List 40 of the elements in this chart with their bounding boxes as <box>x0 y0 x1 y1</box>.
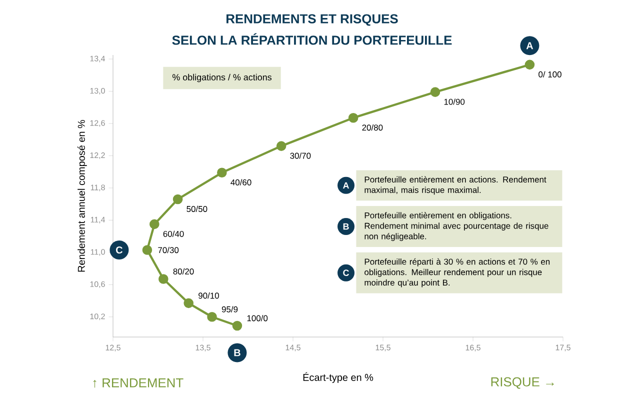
annotation: 95/9 <box>222 306 238 312</box>
annotation: Portefeuille entièrement en actions. Rendement maximal, mais risque maximal. <box>364 176 546 195</box>
point <box>172 194 183 204</box>
text: A <box>342 182 349 189</box>
annotation: 40/60 <box>230 179 252 186</box>
annotation: 10/90 <box>444 98 465 105</box>
point <box>348 112 358 123</box>
text: ↑ RENDEMENT <box>93 378 184 388</box>
point <box>207 312 217 322</box>
point <box>158 274 168 284</box>
point <box>217 168 227 178</box>
point <box>276 141 286 151</box>
annotation: 60/40 <box>163 230 184 237</box>
point <box>150 219 160 230</box>
chart-title: RENDEMENTS ET RISQUES <box>226 14 398 26</box>
point <box>142 245 152 255</box>
y-axis-title: Rendement annuel composé en % <box>77 120 87 272</box>
x-axis-title: Écart-type en % <box>303 372 374 383</box>
annotation: C <box>116 246 123 254</box>
annotation: 100/0 <box>247 314 268 322</box>
point <box>430 87 440 97</box>
text: RISQUE → <box>491 377 554 389</box>
chart-subtitle: SELON LA RÉPARTITION DU PORTEFEUILLE <box>172 33 452 45</box>
text: C <box>343 270 349 276</box>
annotation: 80/20 <box>173 268 194 274</box>
annotation: % obligations / % actions <box>172 74 272 82</box>
annotation: 70/30 <box>158 246 179 254</box>
annotation: Portefeuille entièrement en obligations. Rendement minimal avec pourcentage de risque non négligeable. <box>364 212 548 241</box>
text: B <box>343 223 349 230</box>
annotation: B <box>234 349 240 356</box>
annotation: 50/50 <box>186 206 208 212</box>
point <box>184 298 194 308</box>
annotation: A <box>526 42 534 50</box>
annotation: 20/80 <box>362 124 383 131</box>
annotation: 30/70 <box>290 152 311 159</box>
point <box>524 60 535 70</box>
annotation: 0/ 100 <box>538 71 562 78</box>
annotation: Portefeuille réparti à 30 % en actions et 70 % en obligations. Meilleur rendement pour un risque moindre qu’au point B. <box>364 258 550 288</box>
annotation: 90/10 <box>198 292 219 299</box>
point <box>232 320 242 331</box>
